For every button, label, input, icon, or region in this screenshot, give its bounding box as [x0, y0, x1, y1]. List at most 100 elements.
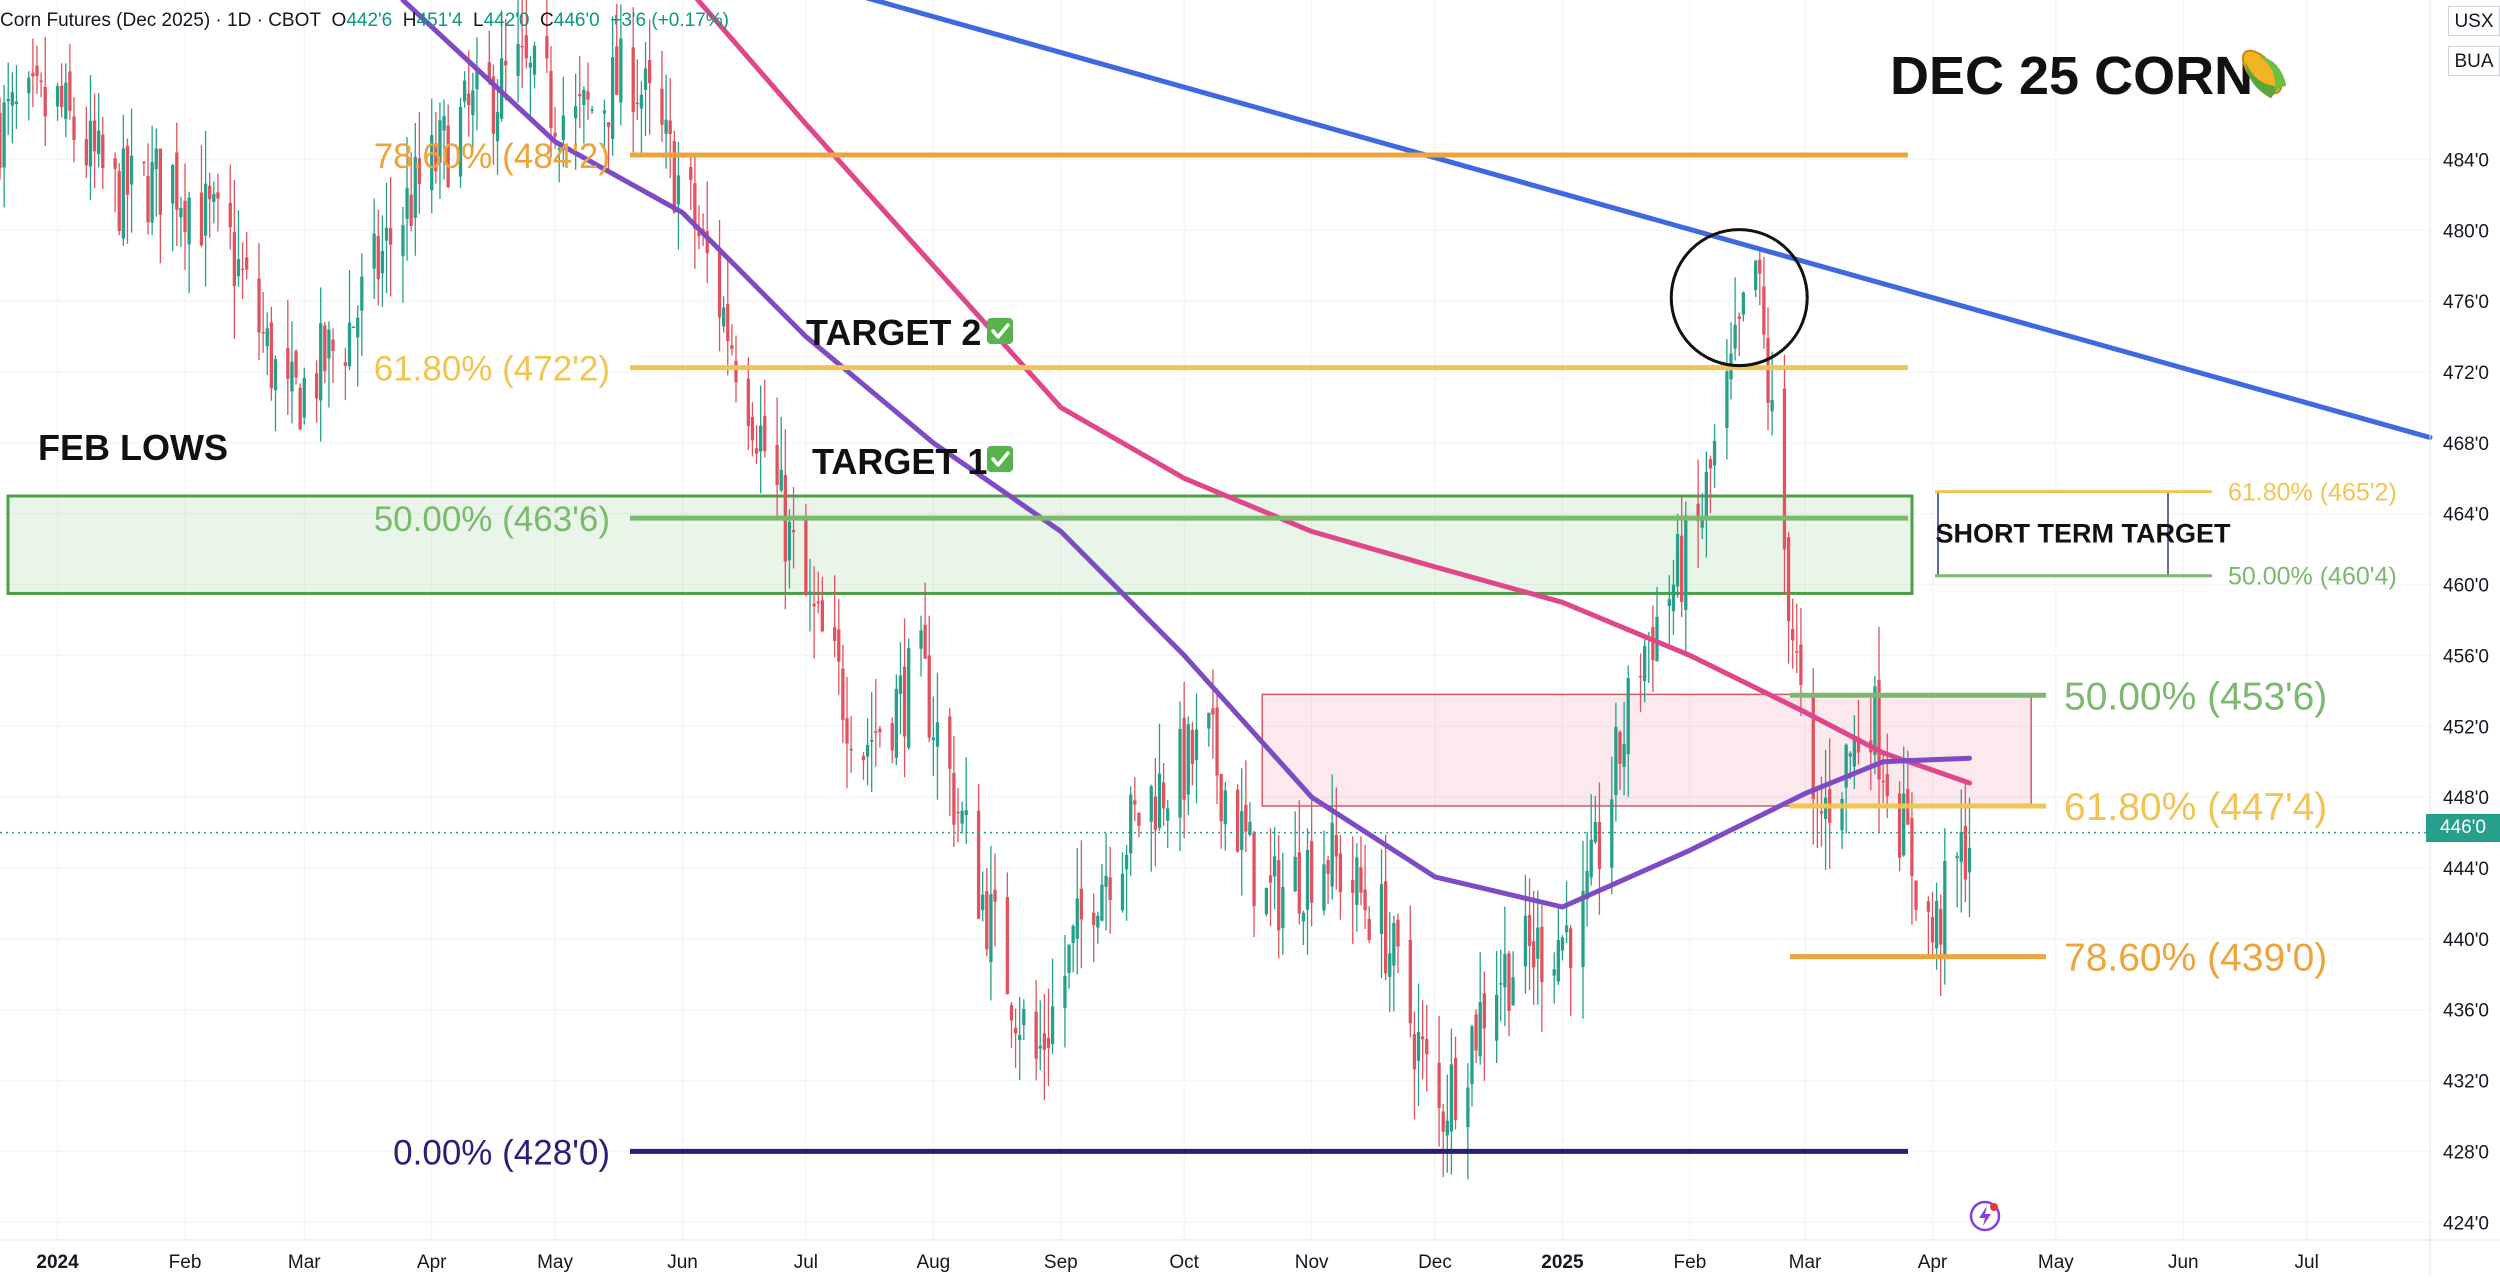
candle-body: [1885, 774, 1889, 797]
candle-body: [1330, 822, 1334, 887]
fib-level-label: 50.00% (463'6): [374, 500, 610, 539]
candle-body: [1038, 1045, 1042, 1049]
x-tick-label: 2025: [1541, 1252, 1584, 1273]
x-tick-label: Aug: [916, 1252, 950, 1273]
candle-body: [804, 520, 808, 596]
candle-body: [1322, 864, 1326, 911]
candle-body: [816, 601, 820, 604]
candle-body: [187, 197, 191, 245]
candle-body: [1811, 694, 1815, 800]
candle-body: [870, 739, 874, 742]
candle-body: [35, 65, 39, 77]
candle-body: [286, 348, 290, 379]
candle-body: [1351, 879, 1355, 894]
candle-body: [746, 378, 750, 426]
candle-body: [833, 627, 837, 642]
candle-body: [1441, 1111, 1445, 1132]
candle-body: [401, 225, 405, 256]
candle-body: [1897, 793, 1902, 858]
candle-body: [467, 93, 471, 106]
candle-body: [1770, 399, 1774, 412]
y-tick-label: 428'0: [2443, 1142, 2489, 1163]
candle-body: [1680, 535, 1684, 603]
candle-body: [158, 148, 162, 215]
candle-body: [1622, 744, 1626, 767]
candle-body: [1712, 440, 1717, 466]
candle-body: [1396, 919, 1400, 947]
candle-body: [1877, 680, 1881, 780]
candle-body: [1334, 835, 1338, 857]
fib-level-label: 78.60% (484'2): [374, 137, 610, 176]
y-tick-label: 484'0: [2443, 150, 2489, 171]
target-fib-label: 61.80% (465'2): [2228, 479, 2397, 507]
fib-levels: 78.60% (484'2) 61.80% (472'2) 50.00% (463'…: [374, 137, 2397, 1172]
candle-body: [97, 130, 101, 155]
candle-body: [1556, 940, 1560, 982]
candle-body: [1819, 811, 1824, 814]
candle-body: [491, 76, 496, 134]
candle-body: [216, 192, 220, 199]
current-price-tag: 446'0: [2426, 814, 2500, 842]
candle-body: [717, 250, 722, 318]
candle-body: [1786, 537, 1791, 622]
candle-body: [6, 98, 10, 102]
candle-body: [1215, 707, 1219, 776]
candle-body: [68, 71, 72, 111]
candle-body: [643, 68, 648, 90]
candle-body: [948, 716, 952, 769]
candle-body: [208, 185, 212, 200]
candle-body: [1926, 901, 1931, 912]
candle-body: [1618, 731, 1622, 764]
feb-lows-zone: [6, 494, 1914, 595]
x-tick-label: Jun: [667, 1252, 698, 1273]
candle-body: [874, 731, 878, 733]
candle-body: [1161, 782, 1166, 809]
candle-body: [39, 80, 43, 83]
lightning-icon[interactable]: [1968, 1199, 2002, 1233]
candle-body: [1959, 831, 1963, 863]
moving-average-fast-line: [694, 0, 1972, 786]
candle-body: [43, 86, 47, 117]
candle-body: [356, 317, 360, 338]
candle-body: [1910, 818, 1914, 877]
candle-body: [1499, 983, 1503, 985]
candle-body: [1967, 847, 1972, 873]
candle-body: [1762, 286, 1766, 335]
unit-badge[interactable]: BUA: [2448, 46, 2500, 76]
candle-body: [1067, 944, 1071, 973]
candle-body: [1207, 712, 1211, 729]
candle-body: [212, 193, 216, 202]
candle-body: [405, 187, 409, 219]
candle-body: [1684, 515, 1688, 610]
candle-body: [1873, 686, 1877, 756]
candle-body: [1268, 875, 1273, 883]
candle-body: [84, 139, 88, 166]
candle-body: [146, 176, 150, 223]
candle-body: [775, 444, 779, 486]
candle-body: [952, 773, 956, 825]
candle-body: [1355, 857, 1359, 905]
candle-body: [1939, 908, 1943, 945]
candle-body: [1675, 534, 1680, 587]
candle-body: [1445, 1120, 1449, 1136]
y-tick-label: 432'0: [2443, 1072, 2489, 1093]
x-tick-label: Nov: [1295, 1252, 1329, 1273]
candle-body: [261, 332, 265, 334]
candle-body: [1881, 780, 1885, 783]
candle-body: [1532, 941, 1536, 968]
candle-body: [27, 77, 31, 94]
candle-body: [55, 85, 60, 107]
candle-body: [1610, 799, 1614, 868]
candle-body: [1108, 877, 1112, 901]
candle-body: [1042, 1033, 1047, 1051]
candle-body: [360, 276, 364, 311]
y-tick-label: 452'0: [2443, 717, 2489, 738]
currency-badge[interactable]: USX: [2448, 6, 2500, 36]
candle-body: [1104, 875, 1108, 887]
candlesticks: [0, 0, 1972, 1180]
candle-body: [1478, 1002, 1482, 1057]
candle-body: [722, 307, 726, 327]
candle-body: [1495, 994, 1499, 1041]
